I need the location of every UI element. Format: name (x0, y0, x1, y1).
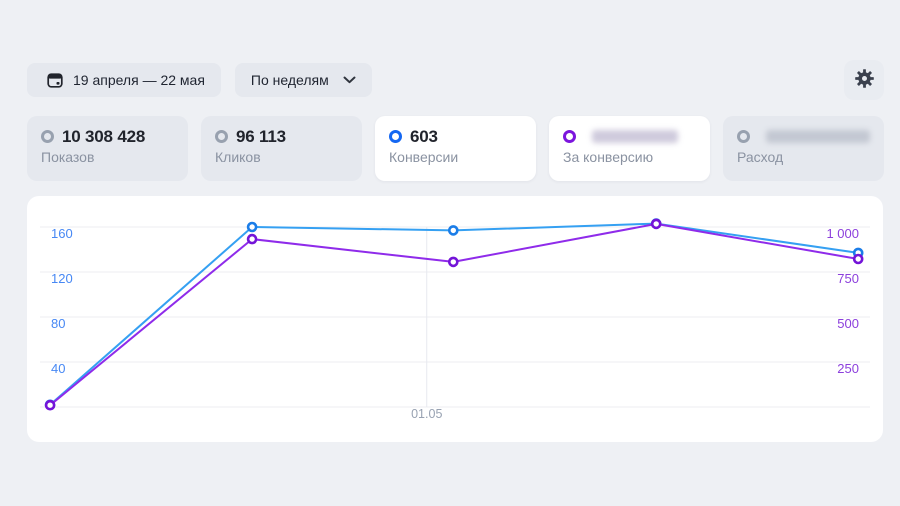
date-range-label: 19 апреля — 22 мая (73, 72, 205, 88)
left-axis-tick-label: 80 (51, 316, 65, 331)
metric-label: За конверсию (563, 149, 654, 165)
metric-ring-icon (737, 129, 750, 143)
right-axis-tick-label: 250 (837, 361, 859, 376)
data-point-marker[interactable] (246, 233, 258, 245)
metric-card-clicks[interactable]: 96 113 Кликов (201, 116, 362, 181)
x-axis-tick-label: 01.05 (411, 407, 442, 421)
interval-select[interactable]: По неделям (234, 63, 372, 97)
metric-label: Расход (737, 149, 784, 165)
series-line-left (49, 222, 860, 406)
interval-label: По неделям (250, 72, 329, 88)
left-axis-tick-label: 160 (51, 226, 73, 241)
metric-cards-row: 10 308 428 Показов 96 113 Кликов 603 Кон… (27, 116, 884, 181)
metric-label: Кликов (215, 149, 261, 165)
data-point-marker[interactable] (650, 218, 662, 230)
left-axis-tick-label: 40 (51, 361, 65, 376)
blurred-value (766, 129, 870, 143)
metric-card-conversions[interactable]: 603 Конверсии (375, 116, 536, 181)
metric-ring-icon (41, 129, 54, 143)
metric-value: 603 (410, 126, 438, 146)
metric-value: 96 113 (236, 126, 286, 146)
chevron-down-icon (343, 76, 356, 84)
date-range-button[interactable]: 19 апреля — 22 мая (27, 63, 221, 97)
metric-label: Конверсии (389, 149, 459, 165)
metric-card-impressions[interactable]: 10 308 428 Показов (27, 116, 188, 181)
data-point-marker[interactable] (44, 399, 56, 411)
data-point-marker[interactable] (447, 225, 459, 236)
series-line-right (49, 222, 860, 407)
metric-ring-icon (215, 129, 228, 143)
metric-label: Показов (41, 149, 95, 165)
left-axis-tick-label: 120 (51, 271, 73, 286)
conversions-chart[interactable]: 40 80 120 160 250 500 750 1 000 01.05 (27, 196, 883, 442)
metric-card-spend[interactable]: Расход (723, 116, 884, 181)
gear-icon (854, 68, 875, 92)
metric-ring-icon (563, 129, 576, 143)
toolbar: 19 апреля — 22 мая По неделям (27, 60, 884, 100)
right-axis-tick-label: 500 (837, 316, 859, 331)
data-point-marker[interactable] (246, 221, 258, 233)
right-axis-tick-label: 750 (837, 271, 859, 286)
chart-card: 40 80 120 160 250 500 750 1 000 01.05 (27, 196, 883, 442)
metric-card-cost-per-conversion[interactable]: За конверсию (549, 116, 710, 181)
right-axis-tick-label: 1 000 (826, 226, 859, 241)
metric-value: 10 308 428 (62, 126, 146, 146)
settings-button[interactable] (844, 60, 884, 100)
data-point-marker[interactable] (852, 253, 864, 265)
data-point-marker[interactable] (447, 256, 459, 268)
blurred-value (592, 129, 678, 143)
metric-ring-icon (389, 129, 402, 143)
calendar-icon (47, 72, 63, 88)
